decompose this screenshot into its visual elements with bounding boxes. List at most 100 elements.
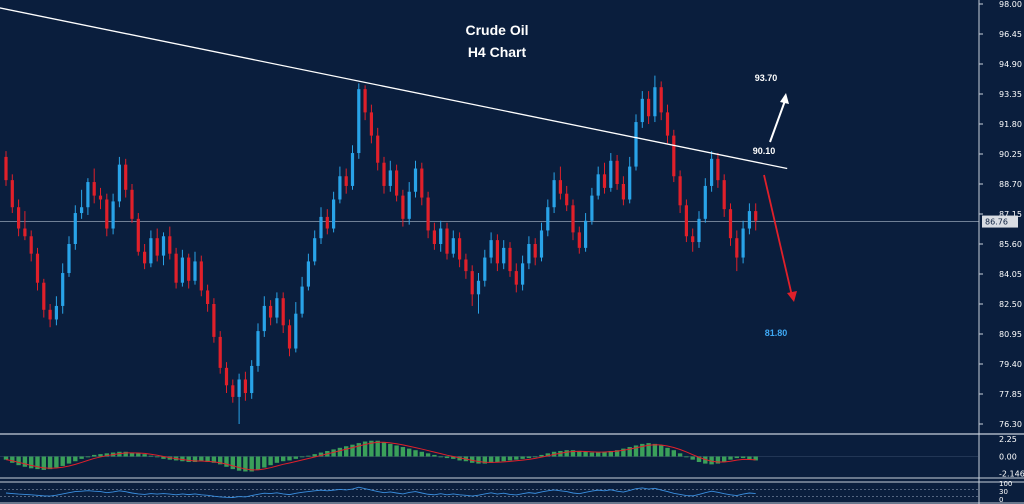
candle — [180, 249, 184, 287]
macd-panel: 2.25 0.00 -2.146 — [0, 433, 1024, 479]
candle — [344, 168, 348, 194]
candle — [640, 91, 644, 128]
candle-body — [111, 201, 115, 229]
candle-body — [508, 247, 512, 272]
candle-body — [615, 160, 619, 184]
macd-histogram-bar — [709, 456, 714, 465]
macd-histogram-bar — [457, 456, 462, 461]
candle — [407, 182, 411, 225]
macd-histogram-bar — [438, 456, 443, 458]
macd-tick-label: 2.25 — [999, 435, 1017, 444]
target-down-label: 81.80 — [765, 328, 788, 338]
macd-histogram-bar — [186, 456, 191, 463]
macd-histogram-bar — [287, 456, 292, 461]
rsi-tick-label: 30 — [999, 488, 1008, 496]
candle — [250, 360, 254, 399]
macd-histogram-bar — [728, 456, 733, 460]
macd-histogram-bar — [476, 456, 481, 464]
macd-histogram-bar — [432, 454, 437, 457]
macd-histogram-bar — [224, 456, 229, 467]
macd-histogram-bar — [299, 456, 305, 458]
price-axis: 98.00 96.45 94.90 93.35 91.80 90.25 88.70 87.15… — [978, 0, 1022, 504]
macd-histogram-bar — [677, 453, 683, 457]
macd-histogram-bar — [621, 448, 626, 457]
candle-body — [231, 385, 235, 397]
macd-histogram-bar — [22, 456, 28, 467]
price-tick-label: 79.40 — [999, 360, 1022, 369]
candle-body — [634, 122, 638, 167]
macd-histogram-bar — [3, 456, 9, 460]
candle — [332, 191, 336, 233]
macd-histogram-bar — [583, 451, 588, 457]
candle — [193, 251, 197, 285]
trend-layer — [0, 7, 788, 170]
candle-body — [136, 218, 140, 252]
candle-body — [672, 135, 676, 177]
candle — [754, 203, 758, 231]
macd-histogram-bar — [684, 456, 689, 458]
candle-body — [287, 325, 292, 349]
macd-histogram-bar — [627, 447, 632, 457]
candle — [458, 232, 462, 268]
candle — [533, 238, 537, 266]
candle-layer — [4, 75, 758, 424]
macd-histogram-bar — [570, 450, 576, 457]
candle-body — [691, 236, 695, 243]
candle — [124, 158, 128, 198]
candle-body — [609, 160, 613, 188]
candle — [350, 145, 355, 190]
candle-body — [130, 189, 134, 219]
annotation-layer: 93.70 90.10 81.80 — [753, 73, 797, 338]
candle-body — [584, 220, 588, 248]
candle-body — [92, 182, 96, 196]
chart-subtitle: H4 Chart — [468, 44, 527, 60]
macd-histogram-bar — [16, 456, 21, 466]
candle — [728, 203, 733, 246]
macd-histogram-bar — [652, 443, 658, 457]
candle — [155, 228, 159, 262]
candle-body — [521, 263, 525, 285]
candle — [86, 178, 90, 215]
price-tick-label: 96.45 — [999, 30, 1022, 39]
candle — [130, 184, 134, 223]
candle-body — [319, 216, 323, 239]
candle — [287, 319, 292, 357]
macd-histogram-bar — [255, 456, 261, 470]
candle — [212, 298, 216, 343]
macd-histogram-bar — [350, 444, 355, 457]
candle — [161, 232, 166, 266]
candle-body — [445, 228, 449, 254]
macd-histogram-bar — [148, 455, 154, 457]
candle — [691, 228, 695, 252]
macd-histogram-bar — [211, 456, 217, 463]
macd-histogram-bar — [243, 456, 248, 472]
candle-body — [388, 170, 392, 186]
candle — [602, 162, 607, 194]
macd-histogram-bar — [533, 456, 538, 458]
candle — [521, 255, 525, 291]
candle — [558, 166, 562, 200]
candle-body — [458, 238, 462, 260]
candle-body — [596, 174, 600, 196]
macd-histogram-bar — [123, 451, 128, 457]
candle — [42, 278, 46, 318]
macd-histogram-bar — [495, 456, 500, 463]
arrow-up-head — [780, 93, 789, 104]
candle-body — [420, 168, 424, 198]
macd-histogram-bar — [646, 443, 651, 457]
candle — [476, 273, 481, 314]
candle — [149, 230, 153, 268]
candle-body — [728, 209, 733, 239]
candle-body — [369, 112, 373, 136]
candle-body — [332, 199, 336, 229]
candle — [735, 230, 739, 272]
candle-body — [281, 298, 285, 326]
candle — [218, 331, 222, 374]
macd-histogram-bar — [394, 445, 399, 457]
candle-body — [4, 156, 8, 181]
candle — [92, 168, 96, 204]
candle — [363, 85, 367, 121]
candle-body — [710, 158, 714, 186]
